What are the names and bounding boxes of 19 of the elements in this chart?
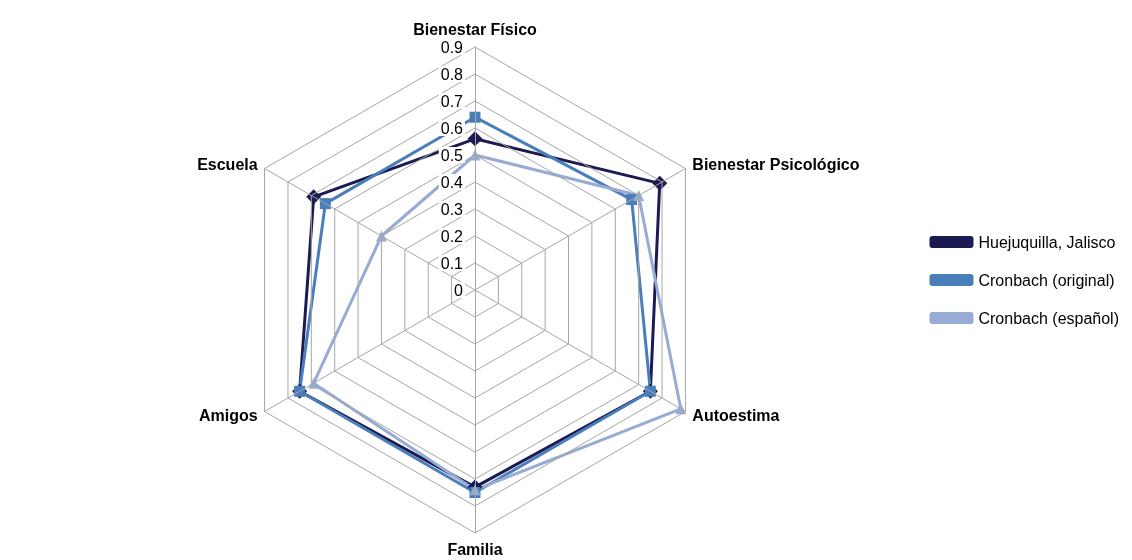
y-tick-label: 0.7 (440, 92, 464, 110)
y-tick-label: 0.1 (440, 254, 464, 272)
y-tick-label: 0.5 (440, 146, 464, 164)
legend-label: Cronbach (original) (978, 271, 1115, 289)
spoke-label: Bienestar Psicológico (692, 156, 860, 173)
legend-label: Cronbach (español) (978, 309, 1120, 327)
spoke-label: Bienestar Físico (413, 20, 538, 38)
y-tick-label: 0.6 (440, 119, 464, 137)
y-tick-label: 0.8 (440, 65, 464, 83)
y-tick-label: 0.2 (440, 227, 464, 245)
y-tick-label: 0 (454, 281, 464, 299)
y-tick-label: 0.9 (440, 38, 464, 56)
y-tick-label: 0.3 (440, 200, 464, 218)
spoke-label: Escuela (197, 156, 258, 173)
spoke-label: Amigos (198, 407, 258, 424)
spoke-label: Autoestima (692, 407, 780, 424)
y-tick-label: 0.4 (440, 173, 464, 191)
legend-label: Huejuquilla, Jalisco (978, 233, 1116, 251)
spoke-label: Familia (447, 540, 503, 558)
